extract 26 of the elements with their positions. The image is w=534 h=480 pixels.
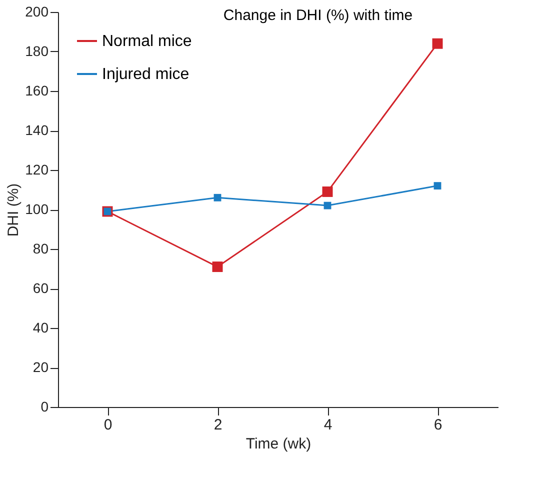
- y-tick-label: 120: [25, 162, 49, 178]
- point: [212, 262, 223, 272]
- y-tick-label: 80: [32, 240, 49, 256]
- x-tick-label: 6: [434, 416, 442, 434]
- point: [214, 194, 222, 202]
- point: [324, 202, 332, 210]
- y-tick-label: 40: [32, 320, 49, 336]
- y-tick-label: 180: [25, 43, 49, 59]
- point: [434, 182, 442, 190]
- point: [322, 186, 333, 197]
- y-tick-label: 140: [25, 122, 49, 138]
- x-axis-title: Time (wk): [246, 436, 312, 452]
- y-tick-label: 20: [32, 359, 49, 375]
- legend-label: Injured mice: [102, 66, 190, 83]
- x-tick-label: 2: [214, 416, 222, 434]
- chart-title: Change in DHI (%) with time: [223, 7, 413, 24]
- y-tick-label: 200: [25, 4, 49, 20]
- y-tick-label: 160: [25, 82, 49, 98]
- x-tick-label: 0: [104, 416, 112, 434]
- y-tick-label: 100: [25, 201, 49, 217]
- y-tick-label: 60: [32, 280, 49, 296]
- point: [432, 38, 443, 49]
- y-tick-label: 0: [40, 398, 49, 414]
- y-axis-title: DHI (%): [5, 183, 22, 237]
- x-tick-label: 4: [324, 416, 332, 434]
- legend-label: Normal mice: [102, 33, 192, 50]
